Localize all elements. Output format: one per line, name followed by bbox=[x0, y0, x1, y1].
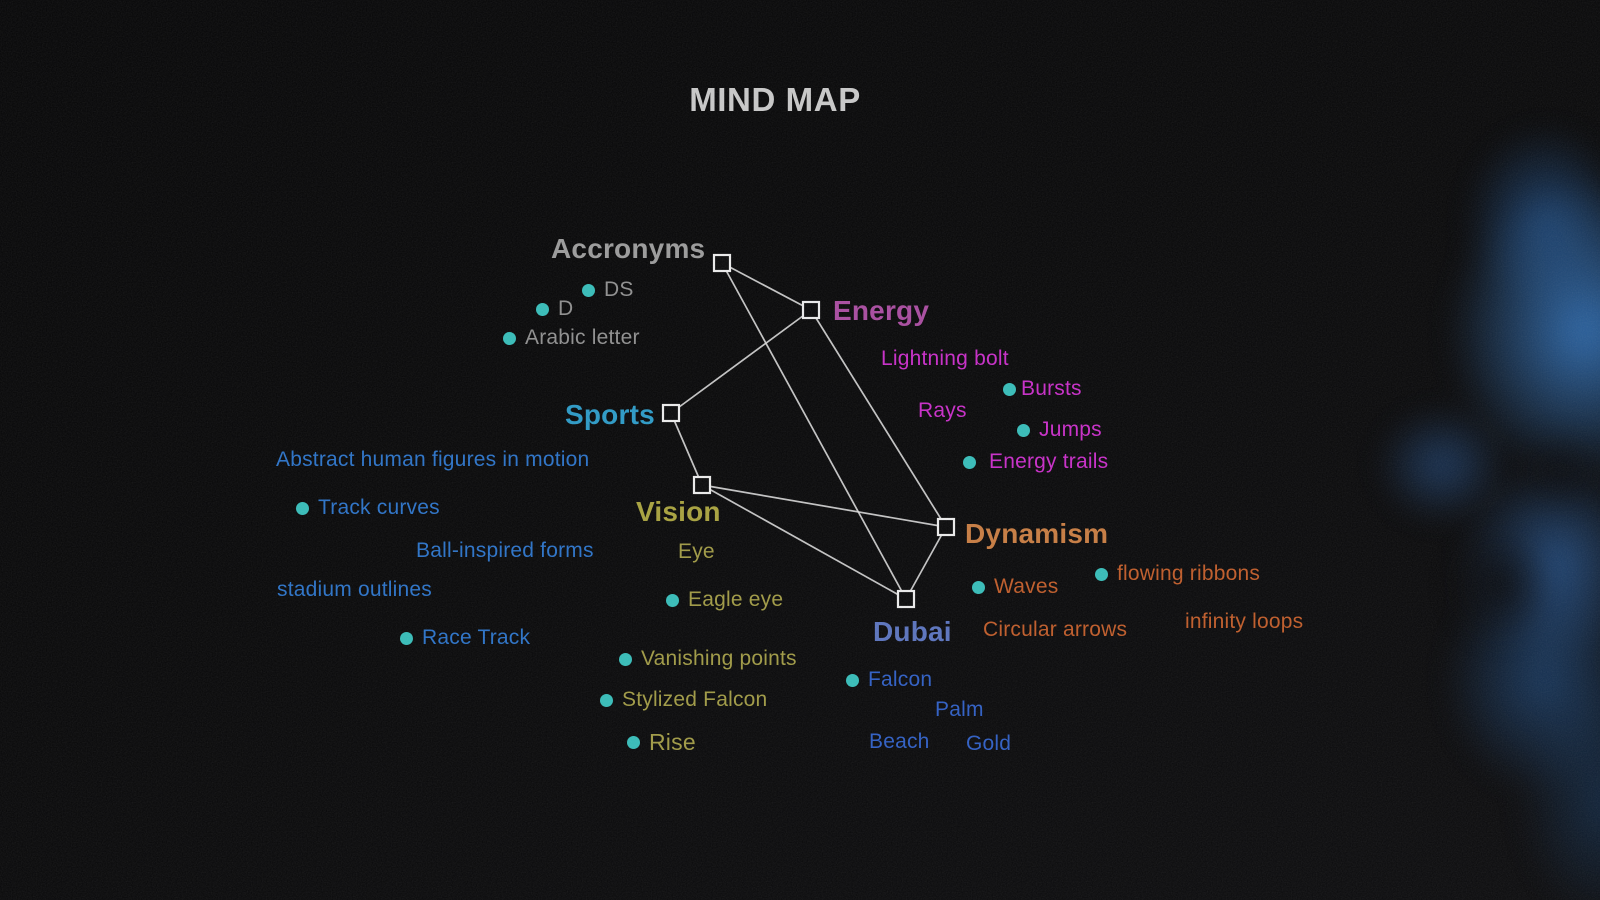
item-label: Falcon bbox=[868, 668, 933, 691]
edge-dynamism-dubai bbox=[905, 526, 947, 600]
bullet-icon bbox=[600, 693, 613, 707]
bullet-icon bbox=[1003, 382, 1016, 396]
item-label: Palm bbox=[935, 698, 984, 721]
bullet-icon bbox=[1095, 567, 1108, 581]
item-stadium-outlines[interactable]: stadium outlines bbox=[277, 577, 432, 603]
item-label: Rays bbox=[918, 399, 967, 422]
bullet-icon bbox=[666, 593, 679, 607]
item-beach[interactable]: Beach bbox=[869, 729, 930, 755]
item-track-curves[interactable]: Track curves bbox=[296, 495, 440, 521]
item-label: Ball-inspired forms bbox=[416, 539, 594, 562]
item-label: flowing ribbons bbox=[1117, 562, 1261, 585]
item-d[interactable]: D bbox=[536, 296, 573, 322]
bullet-icon bbox=[972, 580, 985, 594]
item-label: Lightning bolt bbox=[881, 347, 1009, 370]
item-bursts[interactable]: Bursts bbox=[1003, 376, 1082, 402]
node-vision[interactable] bbox=[692, 475, 712, 495]
edge-energy-sports bbox=[670, 309, 812, 414]
item-rise[interactable]: Rise bbox=[627, 728, 696, 756]
bullet-icon bbox=[536, 302, 549, 316]
item-label: Gold bbox=[966, 732, 1012, 755]
node-sports[interactable] bbox=[661, 403, 681, 423]
bullet-icon bbox=[1017, 423, 1030, 437]
item-label: stadium outlines bbox=[277, 578, 432, 601]
node-energy[interactable] bbox=[801, 300, 821, 320]
item-label: infinity loops bbox=[1185, 610, 1304, 633]
item-eagle-eye[interactable]: Eagle eye bbox=[666, 587, 783, 613]
cluster-header-dubai[interactable]: Dubai bbox=[873, 616, 952, 647]
item-abstract-human-figures[interactable]: Abstract human figures in motion bbox=[276, 447, 589, 473]
node-accronyms[interactable] bbox=[712, 253, 732, 273]
item-arabic-letter[interactable]: Arabic letter bbox=[503, 325, 640, 351]
node-dynamism[interactable] bbox=[936, 517, 956, 537]
item-label: Stylized Falcon bbox=[622, 688, 768, 711]
bullet-icon bbox=[963, 455, 976, 469]
item-race-track[interactable]: Race Track bbox=[400, 625, 530, 651]
item-circular-arrows[interactable]: Circular arrows bbox=[983, 617, 1127, 643]
item-label: Beach bbox=[869, 730, 930, 753]
cluster-header-vision[interactable]: Vision bbox=[636, 496, 721, 527]
item-ds[interactable]: DS bbox=[582, 277, 634, 303]
cluster-header-sports[interactable]: Sports bbox=[565, 399, 655, 430]
item-waves[interactable]: Waves bbox=[972, 574, 1058, 600]
item-label: Eagle eye bbox=[688, 588, 784, 611]
item-falcon[interactable]: Falcon bbox=[846, 667, 932, 693]
item-label: D bbox=[558, 297, 574, 320]
item-gold[interactable]: Gold bbox=[966, 731, 1011, 757]
item-label: Eye bbox=[678, 540, 715, 563]
cluster-header-energy[interactable]: Energy bbox=[833, 295, 930, 326]
item-flowing-ribbons[interactable]: flowing ribbons bbox=[1095, 561, 1260, 587]
item-rays[interactable]: Rays bbox=[918, 398, 967, 424]
item-label: Circular arrows bbox=[983, 618, 1128, 641]
cluster-header-accronyms[interactable]: Accronyms bbox=[551, 233, 706, 264]
item-energy-trails[interactable]: Energy trails bbox=[963, 449, 1108, 475]
bullet-icon bbox=[627, 735, 640, 749]
bullet-icon bbox=[296, 501, 309, 515]
item-label: Jumps bbox=[1039, 418, 1102, 441]
bullet-icon bbox=[582, 283, 595, 297]
item-label: Energy trails bbox=[989, 450, 1109, 473]
item-ball-inspired-forms[interactable]: Ball-inspired forms bbox=[416, 538, 594, 564]
item-label: Race Track bbox=[422, 626, 531, 649]
item-palm[interactable]: Palm bbox=[935, 697, 984, 723]
item-jumps[interactable]: Jumps bbox=[1017, 417, 1102, 443]
page-title: MIND MAP bbox=[689, 81, 861, 118]
item-label: Waves bbox=[994, 575, 1059, 598]
item-eye[interactable]: Eye bbox=[678, 539, 715, 565]
item-label: Vanishing points bbox=[641, 647, 797, 670]
item-vanishing-points[interactable]: Vanishing points bbox=[619, 646, 797, 672]
bullet-icon bbox=[619, 652, 632, 666]
item-label: Track curves bbox=[318, 496, 440, 519]
bullet-icon bbox=[503, 331, 516, 345]
item-label: Bursts bbox=[1021, 377, 1082, 400]
item-stylized-falcon[interactable]: Stylized Falcon bbox=[600, 687, 767, 713]
bullet-icon bbox=[400, 631, 413, 645]
item-label: Arabic letter bbox=[525, 326, 640, 349]
item-label: Abstract human figures in motion bbox=[276, 448, 590, 471]
item-infinity-loops[interactable]: infinity loops bbox=[1185, 609, 1303, 635]
item-label: DS bbox=[604, 278, 634, 301]
node-dubai[interactable] bbox=[896, 589, 916, 609]
cluster-header-dynamism[interactable]: Dynamism bbox=[965, 518, 1109, 549]
bullet-icon bbox=[846, 673, 859, 687]
item-lightning-bolt[interactable]: Lightning bolt bbox=[881, 346, 1009, 372]
edge-sports-vision bbox=[670, 412, 703, 486]
item-label: Rise bbox=[649, 729, 696, 755]
